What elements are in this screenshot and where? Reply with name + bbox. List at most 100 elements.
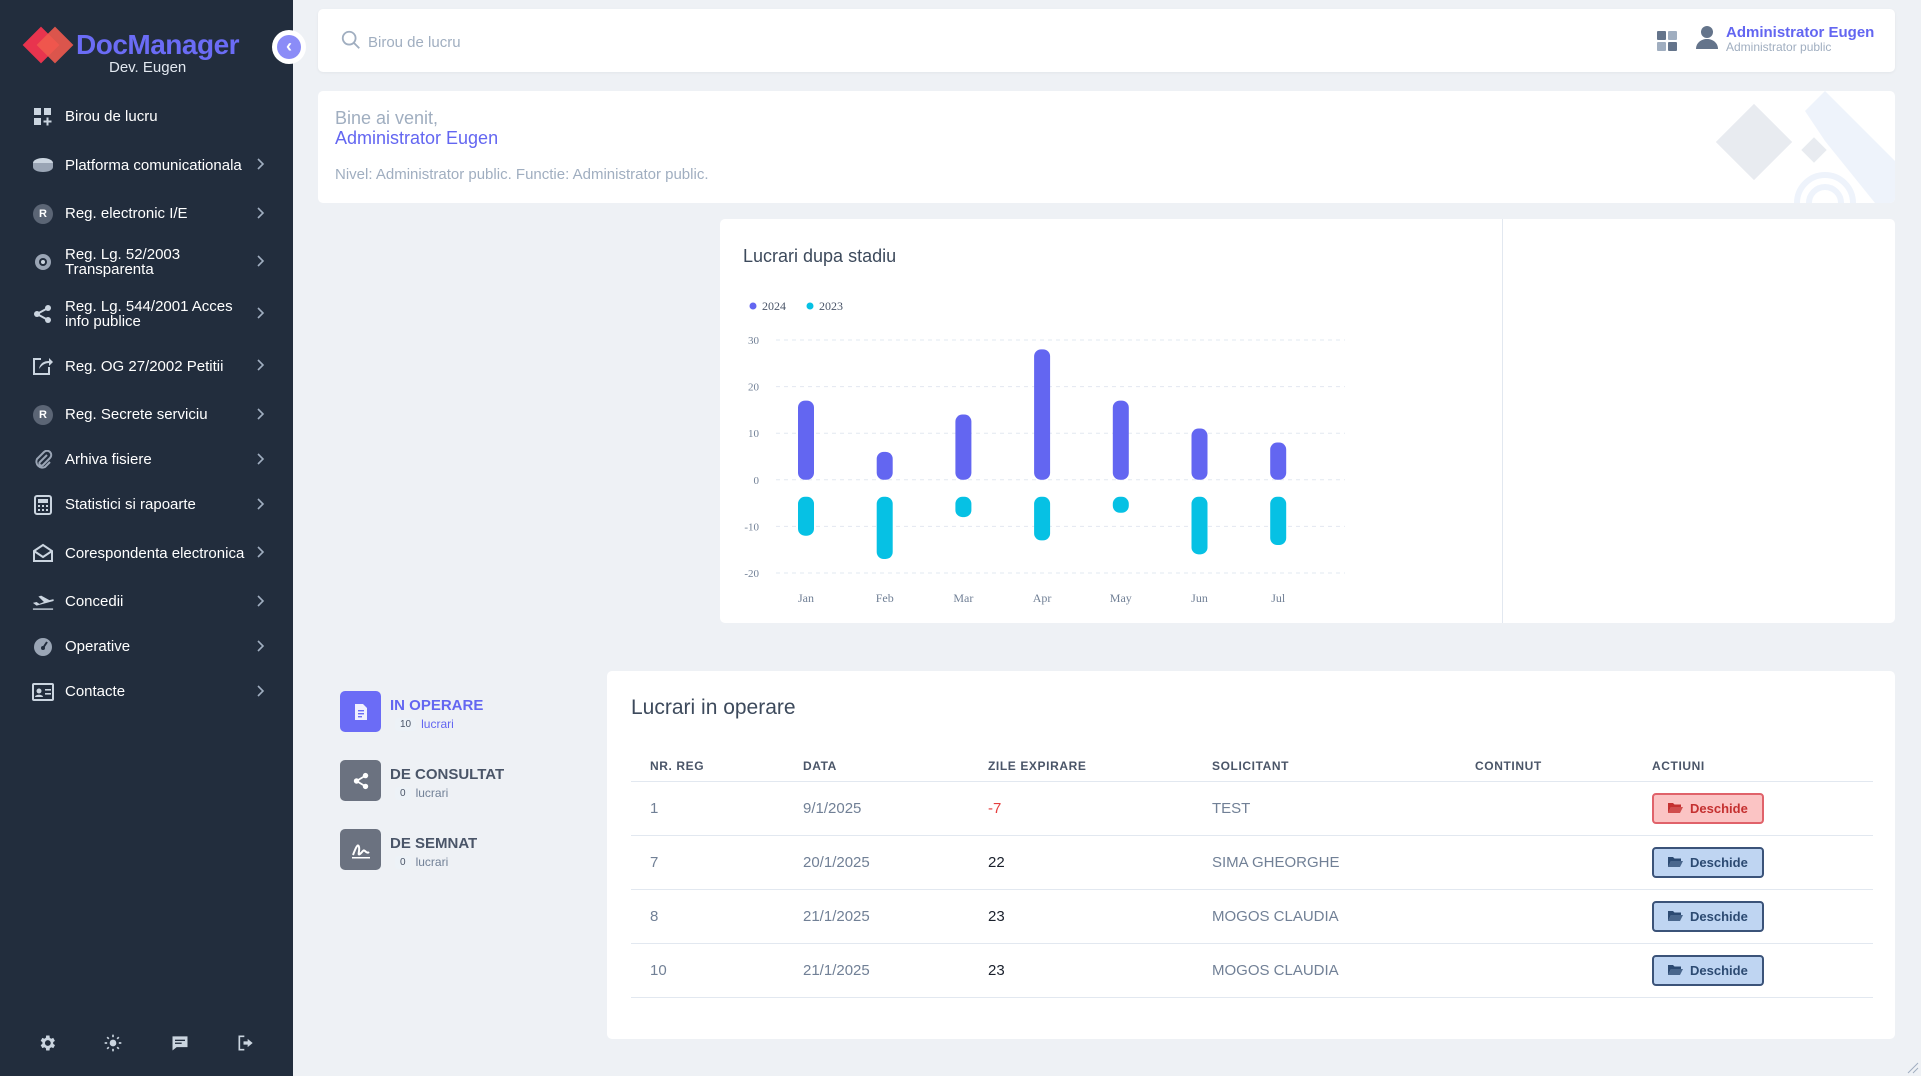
sidebar-item-platforma-comunicationala[interactable]: Platforma comunicationala: [0, 139, 293, 191]
open-button[interactable]: Deschide: [1652, 900, 1764, 932]
column-header[interactable]: CONTINUT: [1456, 751, 1633, 782]
logout-icon[interactable]: [233, 1030, 259, 1056]
column-header[interactable]: ZILE EXPIRARE: [969, 751, 1193, 782]
column-header[interactable]: SOLICITANT: [1193, 751, 1456, 782]
cell-zile-expirare: -7: [969, 781, 1193, 836]
sidebar-item-reg-lg-544-2001-acces-info-publice[interactable]: Reg. Lg. 544/2001 Acces info publice: [0, 288, 293, 340]
welcome-card: Bine ai venit, Administrator Eugen Nivel…: [318, 91, 1895, 203]
open-button-label: Deschide: [1690, 800, 1748, 816]
sidebar-item-label: Reg. Lg. 544/2001 Acces info publice: [65, 298, 233, 330]
r-badge-icon: R: [32, 203, 54, 225]
sidebar-footer: [0, 1030, 293, 1056]
status-de-consultat[interactable]: DE CONSULTAT 0 lucrari: [340, 760, 580, 829]
cell-continut: [1456, 835, 1633, 890]
sidebar-item-label: Concedii: [65, 593, 124, 610]
status-count-badge: 0: [395, 855, 411, 869]
welcome-greeting: Bine ai venit,: [335, 108, 439, 128]
welcome-name: Administrator Eugen: [335, 128, 499, 148]
sidebar-item-statistici-si-rapoarte[interactable]: Statistici si rapoarte: [0, 482, 293, 527]
bar-2024-feb: [876, 451, 893, 480]
settings-icon[interactable]: [34, 1030, 60, 1056]
bar-2023-apr: [1034, 496, 1051, 541]
bar-2024-mar: [955, 414, 972, 480]
status-in-operare[interactable]: IN OPERARE 10 lucrari: [340, 691, 580, 760]
paperclip-icon: [32, 449, 54, 471]
sidebar-item-concedii[interactable]: Concedii: [0, 579, 293, 624]
chat-icon[interactable]: [167, 1030, 193, 1056]
chevron-right-icon: [257, 497, 265, 513]
sidebar-item-label: Platforma comunicationala: [65, 156, 242, 174]
apps-grid-icon[interactable]: [1657, 31, 1677, 51]
open-button[interactable]: Deschide: [1652, 954, 1764, 986]
search-input[interactable]: [368, 34, 668, 51]
column-header[interactable]: NR. REG: [631, 751, 784, 782]
user-menu[interactable]: Administrator Eugen Administrator public: [1696, 25, 1874, 54]
chart-divider: [1502, 219, 1503, 623]
cell-data: 21/1/2025: [784, 889, 969, 944]
plane-icon: [32, 591, 54, 613]
bar-2024-apr: [1034, 349, 1051, 480]
bar-2023-feb: [876, 496, 893, 560]
open-button-label: Deschide: [1690, 854, 1748, 870]
sidebar-item-label: Arhiva fisiere: [65, 451, 152, 468]
sidebar-item-birou-de-lucru[interactable]: Birou de lucru: [0, 94, 293, 139]
chevron-right-icon: [257, 594, 265, 610]
user-name: Administrator Eugen: [1726, 24, 1875, 41]
table-row[interactable]: 7 20/1/2025 22 SIMA GHEORGHE Deschide: [631, 835, 1873, 890]
status-list: IN OPERARE 10 lucrari DE CONSULTAT 0 lucrari D…: [340, 691, 580, 898]
sidebar-item-label: Operative: [65, 638, 131, 655]
cell-solicitant: MOGOS CLAUDIA: [1193, 943, 1456, 998]
bar-2023-jul: [1270, 496, 1287, 546]
folder-open-icon: [1668, 857, 1683, 867]
chevron-right-icon: [257, 254, 265, 270]
chevron-right-icon: [257, 157, 265, 173]
collapse-sidebar-button[interactable]: ‹: [272, 30, 306, 64]
x-tick-label: Jun: [1191, 591, 1208, 605]
sidebar-item-reg-lg-52-2003-transparenta[interactable]: Reg. Lg. 52/2003 Transparenta: [0, 236, 293, 288]
sidebar-item-reg-og-27-2002-petitii[interactable]: Reg. OG 27/2002 Petitii: [0, 340, 293, 392]
cell-actiuni: Deschide: [1633, 943, 1873, 998]
external-icon: [32, 355, 54, 377]
calculator-icon: [32, 494, 54, 516]
chart-title: Lucrari dupa stadiu: [743, 246, 897, 266]
bar-2023-jun: [1191, 496, 1208, 555]
status-de-semnat[interactable]: DE SEMNAT 0 lucrari: [340, 829, 580, 898]
sidebar-item-corespondenta-electronica[interactable]: Corespondenta electronica: [0, 527, 293, 579]
bar-2024-jul: [1270, 442, 1287, 480]
legend-marker: [806, 302, 814, 310]
y-tick-label: 20: [748, 382, 760, 394]
sidebar-item-arhiva-fisiere[interactable]: Arhiva fisiere: [0, 437, 293, 482]
sidebar-item-reg-electronic-i-e[interactable]: R Reg. electronic I/E: [0, 191, 293, 236]
x-tick-label: Apr: [1033, 591, 1052, 605]
bar-2024-may: [1112, 400, 1129, 480]
sidebar-item-operative[interactable]: Operative: [0, 624, 293, 669]
cell-solicitant: MOGOS CLAUDIA: [1193, 889, 1456, 944]
status-count-badge: 0: [395, 786, 411, 800]
sidebar-item-contacte[interactable]: Contacte: [0, 669, 293, 714]
table-row[interactable]: 1 9/1/2025 -7 TEST Deschide: [631, 781, 1873, 836]
resize-handle-icon[interactable]: [1905, 1060, 1919, 1074]
open-button[interactable]: Deschide: [1652, 846, 1764, 878]
brand[interactable]: DocManager: [22, 26, 240, 64]
column-header[interactable]: ACTIUNI: [1633, 751, 1873, 782]
y-tick-label: -10: [744, 521, 759, 533]
column-header[interactable]: DATA: [784, 751, 969, 782]
sidebar: DocManager Dev. Eugen Birou de lucru Plat…: [0, 0, 293, 1076]
table-row[interactable]: 8 21/1/2025 23 MOGOS CLAUDIA Deschide: [631, 889, 1873, 944]
sidebar-item-reg-secrete-serviciu[interactable]: R Reg. Secrete serviciu: [0, 392, 293, 437]
envelope-open-icon: [32, 542, 54, 564]
open-button[interactable]: Deschide: [1652, 792, 1764, 824]
welcome-level: Nivel: Administrator public. Functie: Ad…: [335, 166, 709, 183]
bar-2023-may: [1112, 496, 1129, 513]
table-row[interactable]: 10 21/1/2025 23 MOGOS CLAUDIA Deschide: [631, 943, 1873, 998]
cell-solicitant: TEST: [1193, 781, 1456, 836]
cell-actiuni: Deschide: [1633, 835, 1873, 890]
cell-data: 21/1/2025: [784, 943, 969, 998]
document-icon: [340, 691, 381, 732]
sun-icon[interactable]: [100, 1030, 126, 1056]
sidebar-item-label: Reg. Lg. 52/2003 Transparenta: [65, 246, 181, 278]
sidebar-item-label: Corespondenta electronica: [65, 544, 245, 562]
cell-zile-expirare: 22: [969, 835, 1193, 890]
table-header-row: NR. REG DATA ZILE EXPIRARE SOLICITANT CONTIN…: [631, 751, 1873, 782]
status-title: IN OPERARE: [390, 697, 484, 714]
